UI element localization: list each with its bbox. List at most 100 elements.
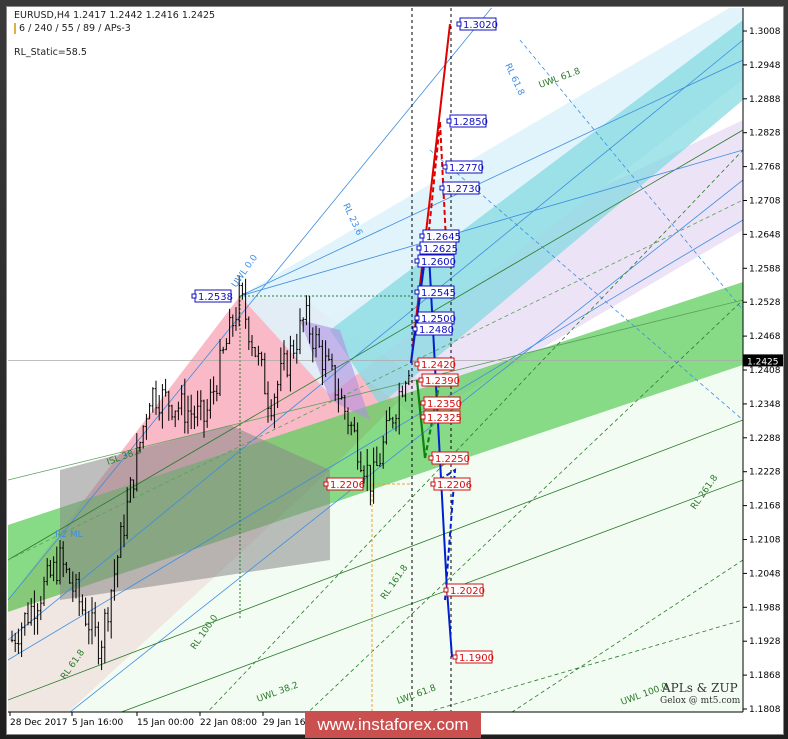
level-label-text: 1.2390 <box>425 376 460 387</box>
channel-line <box>8 39 743 641</box>
level-label-1-2206: 1.2206 <box>430 477 472 491</box>
rl-static-label: RL_Static=58.5 <box>14 47 87 58</box>
y-tick-label: 1.2228 <box>749 468 781 478</box>
level-marker <box>439 185 445 191</box>
level-label-text: 1.2480 <box>419 325 454 336</box>
y-tick-label: 1.2588 <box>749 264 781 274</box>
dashed-channel-line <box>207 149 743 712</box>
red-zigzag-dashed-2 <box>439 121 447 241</box>
cyan-channel <box>330 20 743 405</box>
channel-line <box>8 419 743 701</box>
level-marker <box>419 233 425 239</box>
gray-overlay <box>60 425 330 600</box>
channel-line <box>239 59 743 297</box>
level-marker <box>446 118 452 124</box>
current-price-box <box>743 354 783 367</box>
level-label-text: 1.1900 <box>459 653 494 664</box>
x-tick-label: 22 Jan 08:00 <box>200 718 257 728</box>
level-label-text: 1.2625 <box>423 244 458 255</box>
level-marker <box>416 245 422 251</box>
level-label-1-2625: 1.2625 <box>416 241 458 255</box>
level-label-1-3020: 1.3020 <box>456 17 498 31</box>
signature-title: APLs & ZUP <box>662 681 738 695</box>
x-tick-label: 28 Dec 2017 <box>10 718 68 728</box>
y-tick-label: 1.2348 <box>749 400 781 410</box>
level-marker <box>428 455 434 461</box>
level-label-1-2645: 1.2645 <box>419 229 461 243</box>
level-label-text: 1.3020 <box>463 20 498 31</box>
y-tick-label: 1.2888 <box>749 95 781 105</box>
level-marker <box>430 481 436 487</box>
y-tick-label: 1.2768 <box>749 163 781 173</box>
level-label-text: 1.2250 <box>435 454 470 465</box>
line-label: R2 ML <box>55 530 83 540</box>
level-marker <box>414 258 420 264</box>
dashed-channel-line <box>519 39 743 311</box>
level-label-text: 1.2500 <box>421 314 456 325</box>
green-zigzag-dashed <box>423 379 442 459</box>
y-tick-label: 1.2408 <box>749 366 781 376</box>
level-marker <box>418 377 424 383</box>
dashed-channel-line <box>426 619 743 712</box>
lower-green-zone <box>8 365 743 712</box>
level-label-text: 1.2538 <box>198 292 233 303</box>
level-marker <box>323 481 329 487</box>
level-label-text: 1.2325 <box>427 413 462 424</box>
channel-line <box>8 299 743 481</box>
level-marker <box>414 289 420 295</box>
y-tick-label: 1.1988 <box>749 603 781 613</box>
line-label: UWL 61.8 <box>538 66 582 90</box>
level-marker <box>442 164 448 170</box>
level-label-1-2206: 1.2206 <box>323 477 365 491</box>
level-label-text: 1.2645 <box>426 232 461 243</box>
indicator-header: 6 / 240 / 55 / 89 / APs-3 <box>14 23 131 34</box>
line-label: RL 61.8 <box>502 62 526 97</box>
red-zigzag-dashed <box>427 121 441 241</box>
level-label-text: 1.2206 <box>437 480 472 491</box>
x-tick-label: 15 Jan 00:00 <box>137 718 194 728</box>
y-tick-label: 1.2288 <box>749 434 781 444</box>
level-marker <box>412 326 418 332</box>
level-label-1-2730: 1.2730 <box>439 181 481 195</box>
level-label-1-2538: 1.2538 <box>191 289 233 303</box>
signature-author: Gelox @ mt5.com <box>660 696 741 706</box>
level-label-text: 1.2600 <box>421 257 456 268</box>
level-label-1-2325: 1.2325 <box>420 410 462 424</box>
level-label-1-2480: 1.2480 <box>412 322 454 336</box>
channel-line <box>8 219 743 661</box>
symbol-header: EURUSD,H4 1.2417 1.2442 1.2416 1.2425 <box>14 10 216 21</box>
y-tick-label: 1.2648 <box>749 230 781 240</box>
current-price-label: 1.2425 <box>747 357 779 367</box>
dashed-channel-line <box>429 149 743 421</box>
light-blue-fan <box>240 8 743 395</box>
level-label-1-2020: 1.2020 <box>443 583 485 597</box>
level-label-text: 1.2020 <box>450 586 485 597</box>
x-tick-label: 5 Jan 16:00 <box>72 718 124 728</box>
level-label-text: 1.2206 <box>330 480 365 491</box>
y-tick-label: 1.2048 <box>749 569 781 579</box>
dashed-channel-line <box>307 299 743 712</box>
y-tick-label: 1.2108 <box>749 536 781 546</box>
y-tick-label: 1.1868 <box>749 671 781 681</box>
level-label-1-2600: 1.2600 <box>414 254 456 268</box>
y-tick-label: 1.1808 <box>749 705 781 715</box>
channel-line <box>239 149 743 297</box>
level-label-1-2250: 1.2250 <box>428 451 470 465</box>
level-label-1-2500: 1.2500 <box>414 311 456 325</box>
level-marker <box>420 400 426 406</box>
channel-line <box>69 179 743 712</box>
level-label-text: 1.2850 <box>453 117 488 128</box>
level-label-1-2420: 1.2420 <box>414 357 456 371</box>
y-tick-label: 1.3008 <box>749 27 781 37</box>
level-marker <box>414 361 420 367</box>
y-tick-label: 1.2708 <box>749 197 781 207</box>
level-label-text: 1.2730 <box>446 184 481 195</box>
plot-area <box>8 8 743 712</box>
level-label-text: 1.2420 <box>421 360 456 371</box>
channel-line <box>120 479 743 712</box>
level-marker <box>443 587 449 593</box>
level-label-1-1900: 1.1900 <box>452 650 494 664</box>
x-tick-label: 29 Jan 16:00 <box>263 718 320 728</box>
level-marker <box>191 293 197 299</box>
